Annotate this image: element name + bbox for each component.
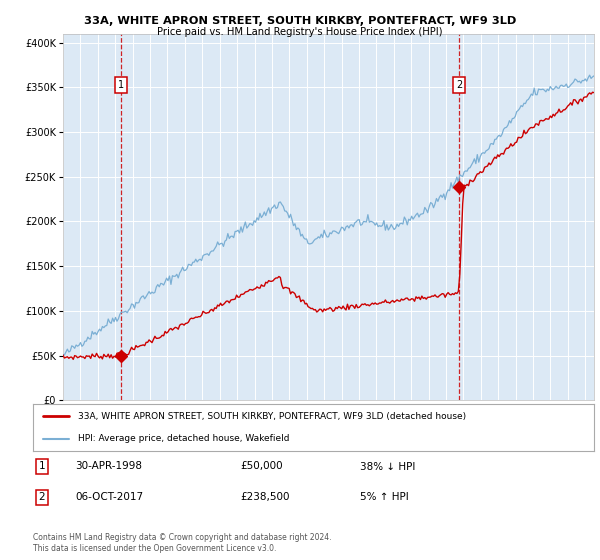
Text: 38% ↓ HPI: 38% ↓ HPI bbox=[360, 461, 415, 472]
Text: 5% ↑ HPI: 5% ↑ HPI bbox=[360, 492, 409, 502]
Text: 2: 2 bbox=[456, 80, 462, 90]
Text: 33A, WHITE APRON STREET, SOUTH KIRKBY, PONTEFRACT, WF9 3LD (detached house): 33A, WHITE APRON STREET, SOUTH KIRKBY, P… bbox=[78, 412, 466, 421]
Text: HPI: Average price, detached house, Wakefield: HPI: Average price, detached house, Wake… bbox=[78, 434, 289, 443]
Text: 06-OCT-2017: 06-OCT-2017 bbox=[75, 492, 143, 502]
Text: 30-APR-1998: 30-APR-1998 bbox=[75, 461, 142, 472]
Text: £50,000: £50,000 bbox=[240, 461, 283, 472]
Text: 1: 1 bbox=[118, 80, 124, 90]
Text: 1: 1 bbox=[38, 461, 46, 472]
Text: Contains HM Land Registry data © Crown copyright and database right 2024.
This d: Contains HM Land Registry data © Crown c… bbox=[33, 533, 331, 553]
Text: £238,500: £238,500 bbox=[240, 492, 290, 502]
Text: 2: 2 bbox=[38, 492, 46, 502]
Text: Price paid vs. HM Land Registry's House Price Index (HPI): Price paid vs. HM Land Registry's House … bbox=[157, 27, 443, 37]
Text: 33A, WHITE APRON STREET, SOUTH KIRKBY, PONTEFRACT, WF9 3LD: 33A, WHITE APRON STREET, SOUTH KIRKBY, P… bbox=[84, 16, 516, 26]
